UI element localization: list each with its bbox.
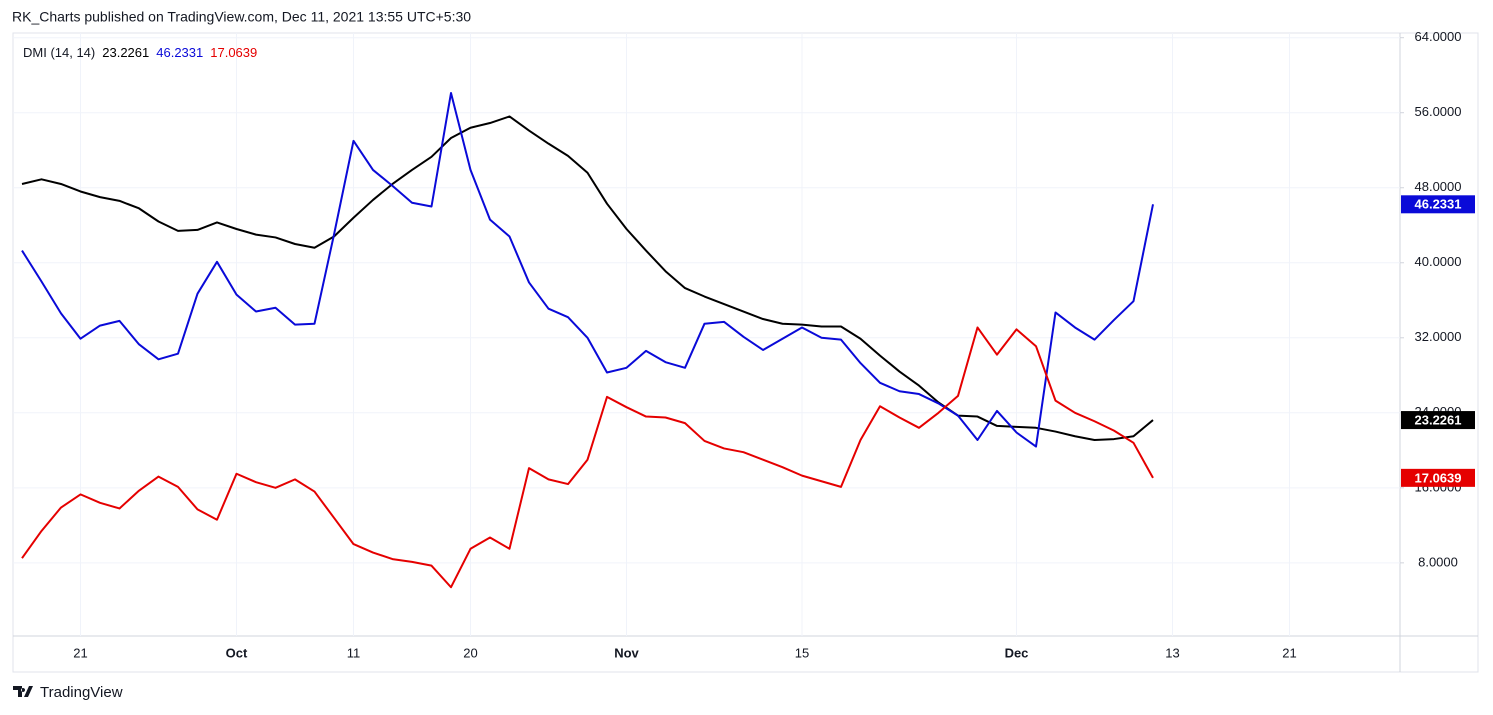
price-badge-label: 46.2331 [1415,197,1462,212]
price-badge [1401,468,1475,487]
logo [13,686,33,697]
logo-icon [13,686,33,697]
price-badge [1401,411,1475,430]
frame [12,32,1479,673]
line [21,92,1154,448]
legend: DMI (14, 14) 23.2261 46.2331 17.0639 [23,45,257,60]
line [21,115,1154,442]
x-tick-label: 20 [463,645,477,660]
grid [13,33,1400,636]
y-tick-label: 64.0000 [1415,29,1462,44]
x-tick-label: 21 [73,645,87,660]
x-tick-label: 11 [347,645,361,660]
x-tick-label: Nov [614,645,639,660]
line [21,326,1154,589]
y-tick-label: 8.0000 [1418,554,1458,569]
price-badge-label: 17.0639 [1415,470,1462,485]
y-tick-label: 56.0000 [1415,104,1462,119]
brand: TradingView [40,684,123,701]
legend-value: 17.0639 [210,45,258,60]
legend-value: 46.2331 [156,45,204,60]
y-tick-label: 40.0000 [1415,254,1462,269]
y-tick-label: 48.0000 [1415,179,1462,194]
indicator-title: DMI (14, 14) [23,45,96,60]
x-tick-label: Dec [1005,645,1029,660]
x-tick-label: 15 [795,645,809,660]
price-badge [1401,195,1475,214]
y-tick-label: 32.0000 [1415,329,1462,344]
x-tick-label: 21 [1282,645,1296,660]
x-tick-label: 13 [1165,645,1179,660]
x-tick-label: Oct [226,645,248,660]
header: RK_Charts published on TradingView.com, … [12,9,471,25]
price-badge-label: 23.2261 [1415,413,1462,428]
legend-value: 23.2261 [102,45,150,60]
